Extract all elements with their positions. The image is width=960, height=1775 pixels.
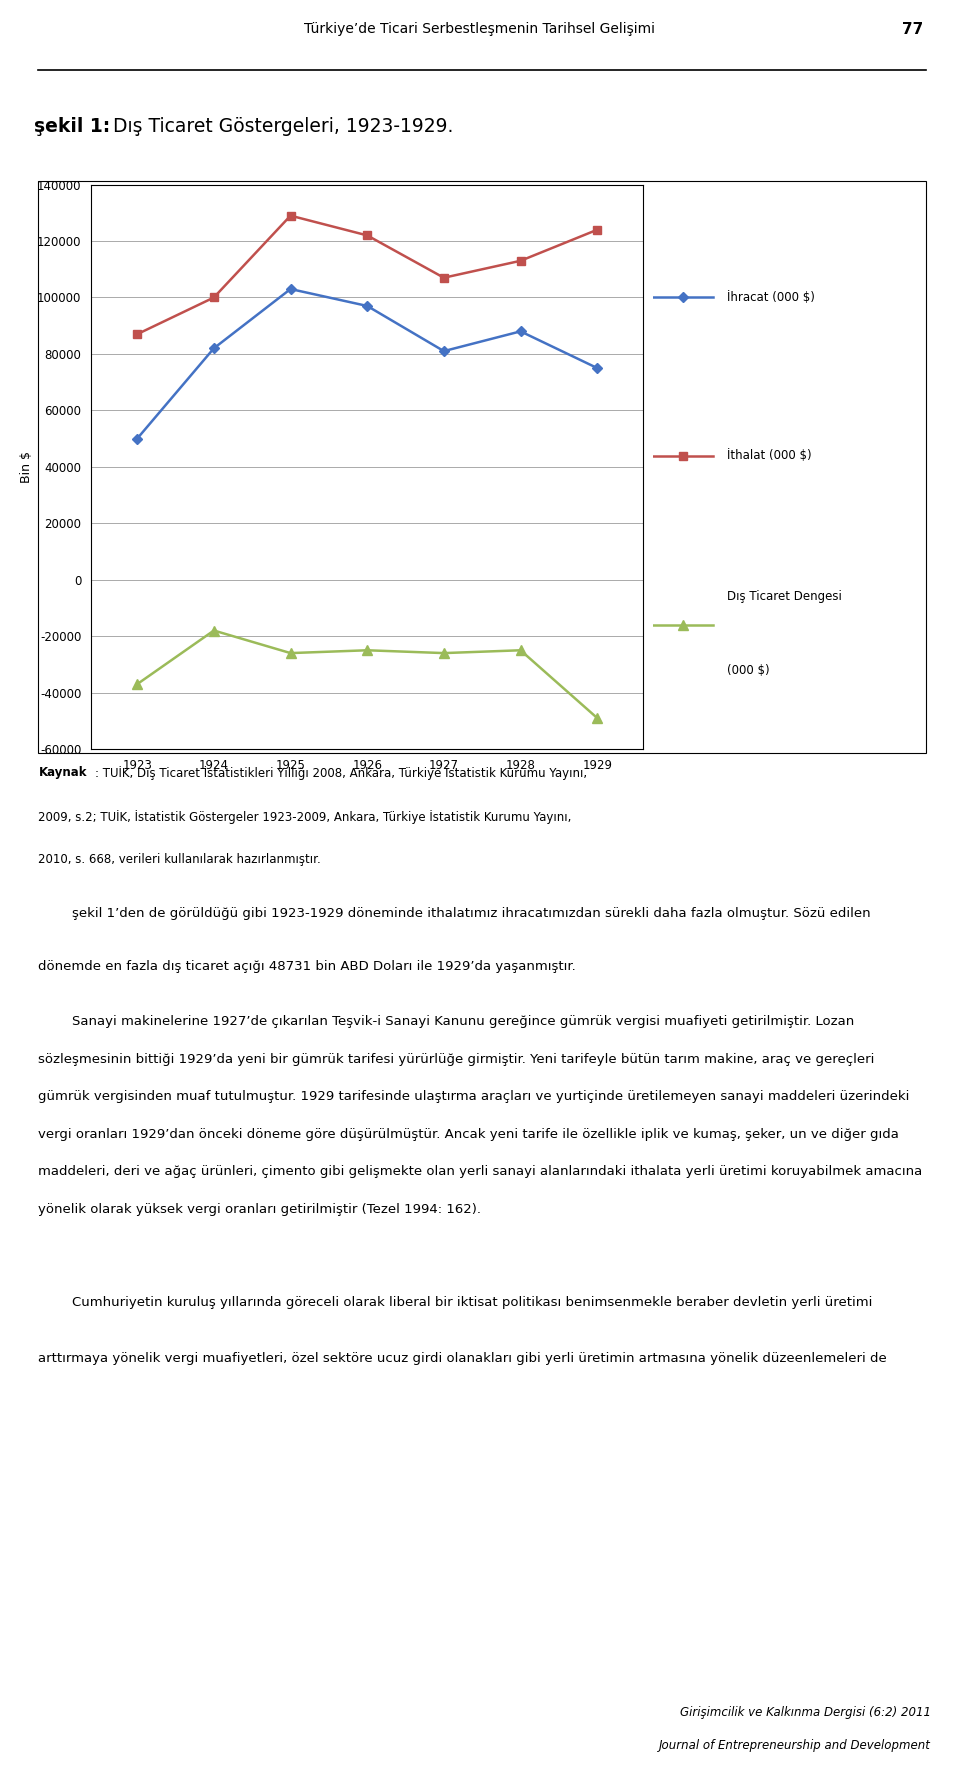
Text: gümrük vergisinden muaf tutulmuştur. 1929 tarifesinde ulaştırma araçları ve yurt: gümrük vergisinden muaf tutulmuştur. 192… xyxy=(38,1090,910,1104)
Text: Girişimcilik ve Kalkınma Dergisi (6:2) 2011: Girişimcilik ve Kalkınma Dergisi (6:2) 2… xyxy=(681,1706,931,1718)
Text: (000 $): (000 $) xyxy=(727,664,769,676)
Text: vergi oranları 1929’dan önceki döneme göre düşürülmüştür. Ancak yeni tarife ile : vergi oranları 1929’dan önceki döneme gö… xyxy=(38,1127,900,1141)
Text: Dış Ticaret Dengesi: Dış Ticaret Dengesi xyxy=(727,589,842,604)
Text: şekil 1:: şekil 1: xyxy=(34,117,109,135)
Text: yönelik olarak yüksek vergi oranları getirilmiştir (Tezel 1994: 162).: yönelik olarak yüksek vergi oranları get… xyxy=(38,1203,481,1216)
Text: Journal of Entrepreneurship and Development: Journal of Entrepreneurship and Developm… xyxy=(660,1740,931,1752)
Text: Kaynak: Kaynak xyxy=(38,767,87,779)
Text: maddeleri, deri ve ağaç ürünleri, çimento gibi gelişmekte olan yerli sanayi alan: maddeleri, deri ve ağaç ürünleri, çiment… xyxy=(38,1166,923,1179)
Text: İhracat (000 $): İhracat (000 $) xyxy=(727,291,814,304)
Text: dönemde en fazla dış ticaret açığı 48731 bin ABD Doları ile 1929’da yaşanmıştır.: dönemde en fazla dış ticaret açığı 48731… xyxy=(38,960,576,973)
Text: Cumhuriyetin kuruluş yıllarında göreceli olarak liberal bir iktisat politikası b: Cumhuriyetin kuruluş yıllarında göreceli… xyxy=(38,1296,873,1308)
Text: İthalat (000 $): İthalat (000 $) xyxy=(727,449,811,462)
Text: 2010, s. 668, verileri kullanılarak hazırlanmıştır.: 2010, s. 668, verileri kullanılarak hazı… xyxy=(38,854,322,866)
Text: şekil 1’den de görüldüğü gibi 1923-1929 döneminde ithalatımız ihracatımızdan sür: şekil 1’den de görüldüğü gibi 1923-1929 … xyxy=(38,907,871,919)
Y-axis label: Bin $: Bin $ xyxy=(20,451,33,483)
Text: 77: 77 xyxy=(902,21,924,37)
Text: sözleşmesinin bittiği 1929’da yeni bir gümrük tarifesi yürürlüğe girmiştir. Yeni: sözleşmesinin bittiği 1929’da yeni bir g… xyxy=(38,1053,875,1065)
Text: Dış Ticaret Göstergeleri, 1923-1929.: Dış Ticaret Göstergeleri, 1923-1929. xyxy=(107,117,453,135)
Text: : TUİK, Dış Ticaret İstatistikleri Yıllığı 2008, Ankara, Türkiye İstatistik Kuru: : TUİK, Dış Ticaret İstatistikleri Yıllı… xyxy=(95,767,587,781)
Text: 2009, s.2; TUİK, İstatistik Göstergeler 1923-2009, Ankara, Türkiye İstatistik Ku: 2009, s.2; TUİK, İstatistik Göstergeler … xyxy=(38,809,572,824)
Text: Türkiye’de Ticari Serbestleşmenin Tarihsel Gelişimi: Türkiye’de Ticari Serbestleşmenin Tarihs… xyxy=(304,21,656,36)
Text: arttırmaya yönelik vergi muafiyetleri, özel sektöre ucuz girdi olanakları gibi y: arttırmaya yönelik vergi muafiyetleri, ö… xyxy=(38,1353,887,1365)
Text: Sanayi makinelerine 1927’de çıkarılan Teşvik-i Sanayi Kanunu gereğince gümrük ve: Sanayi makinelerine 1927’de çıkarılan Te… xyxy=(38,1015,854,1028)
